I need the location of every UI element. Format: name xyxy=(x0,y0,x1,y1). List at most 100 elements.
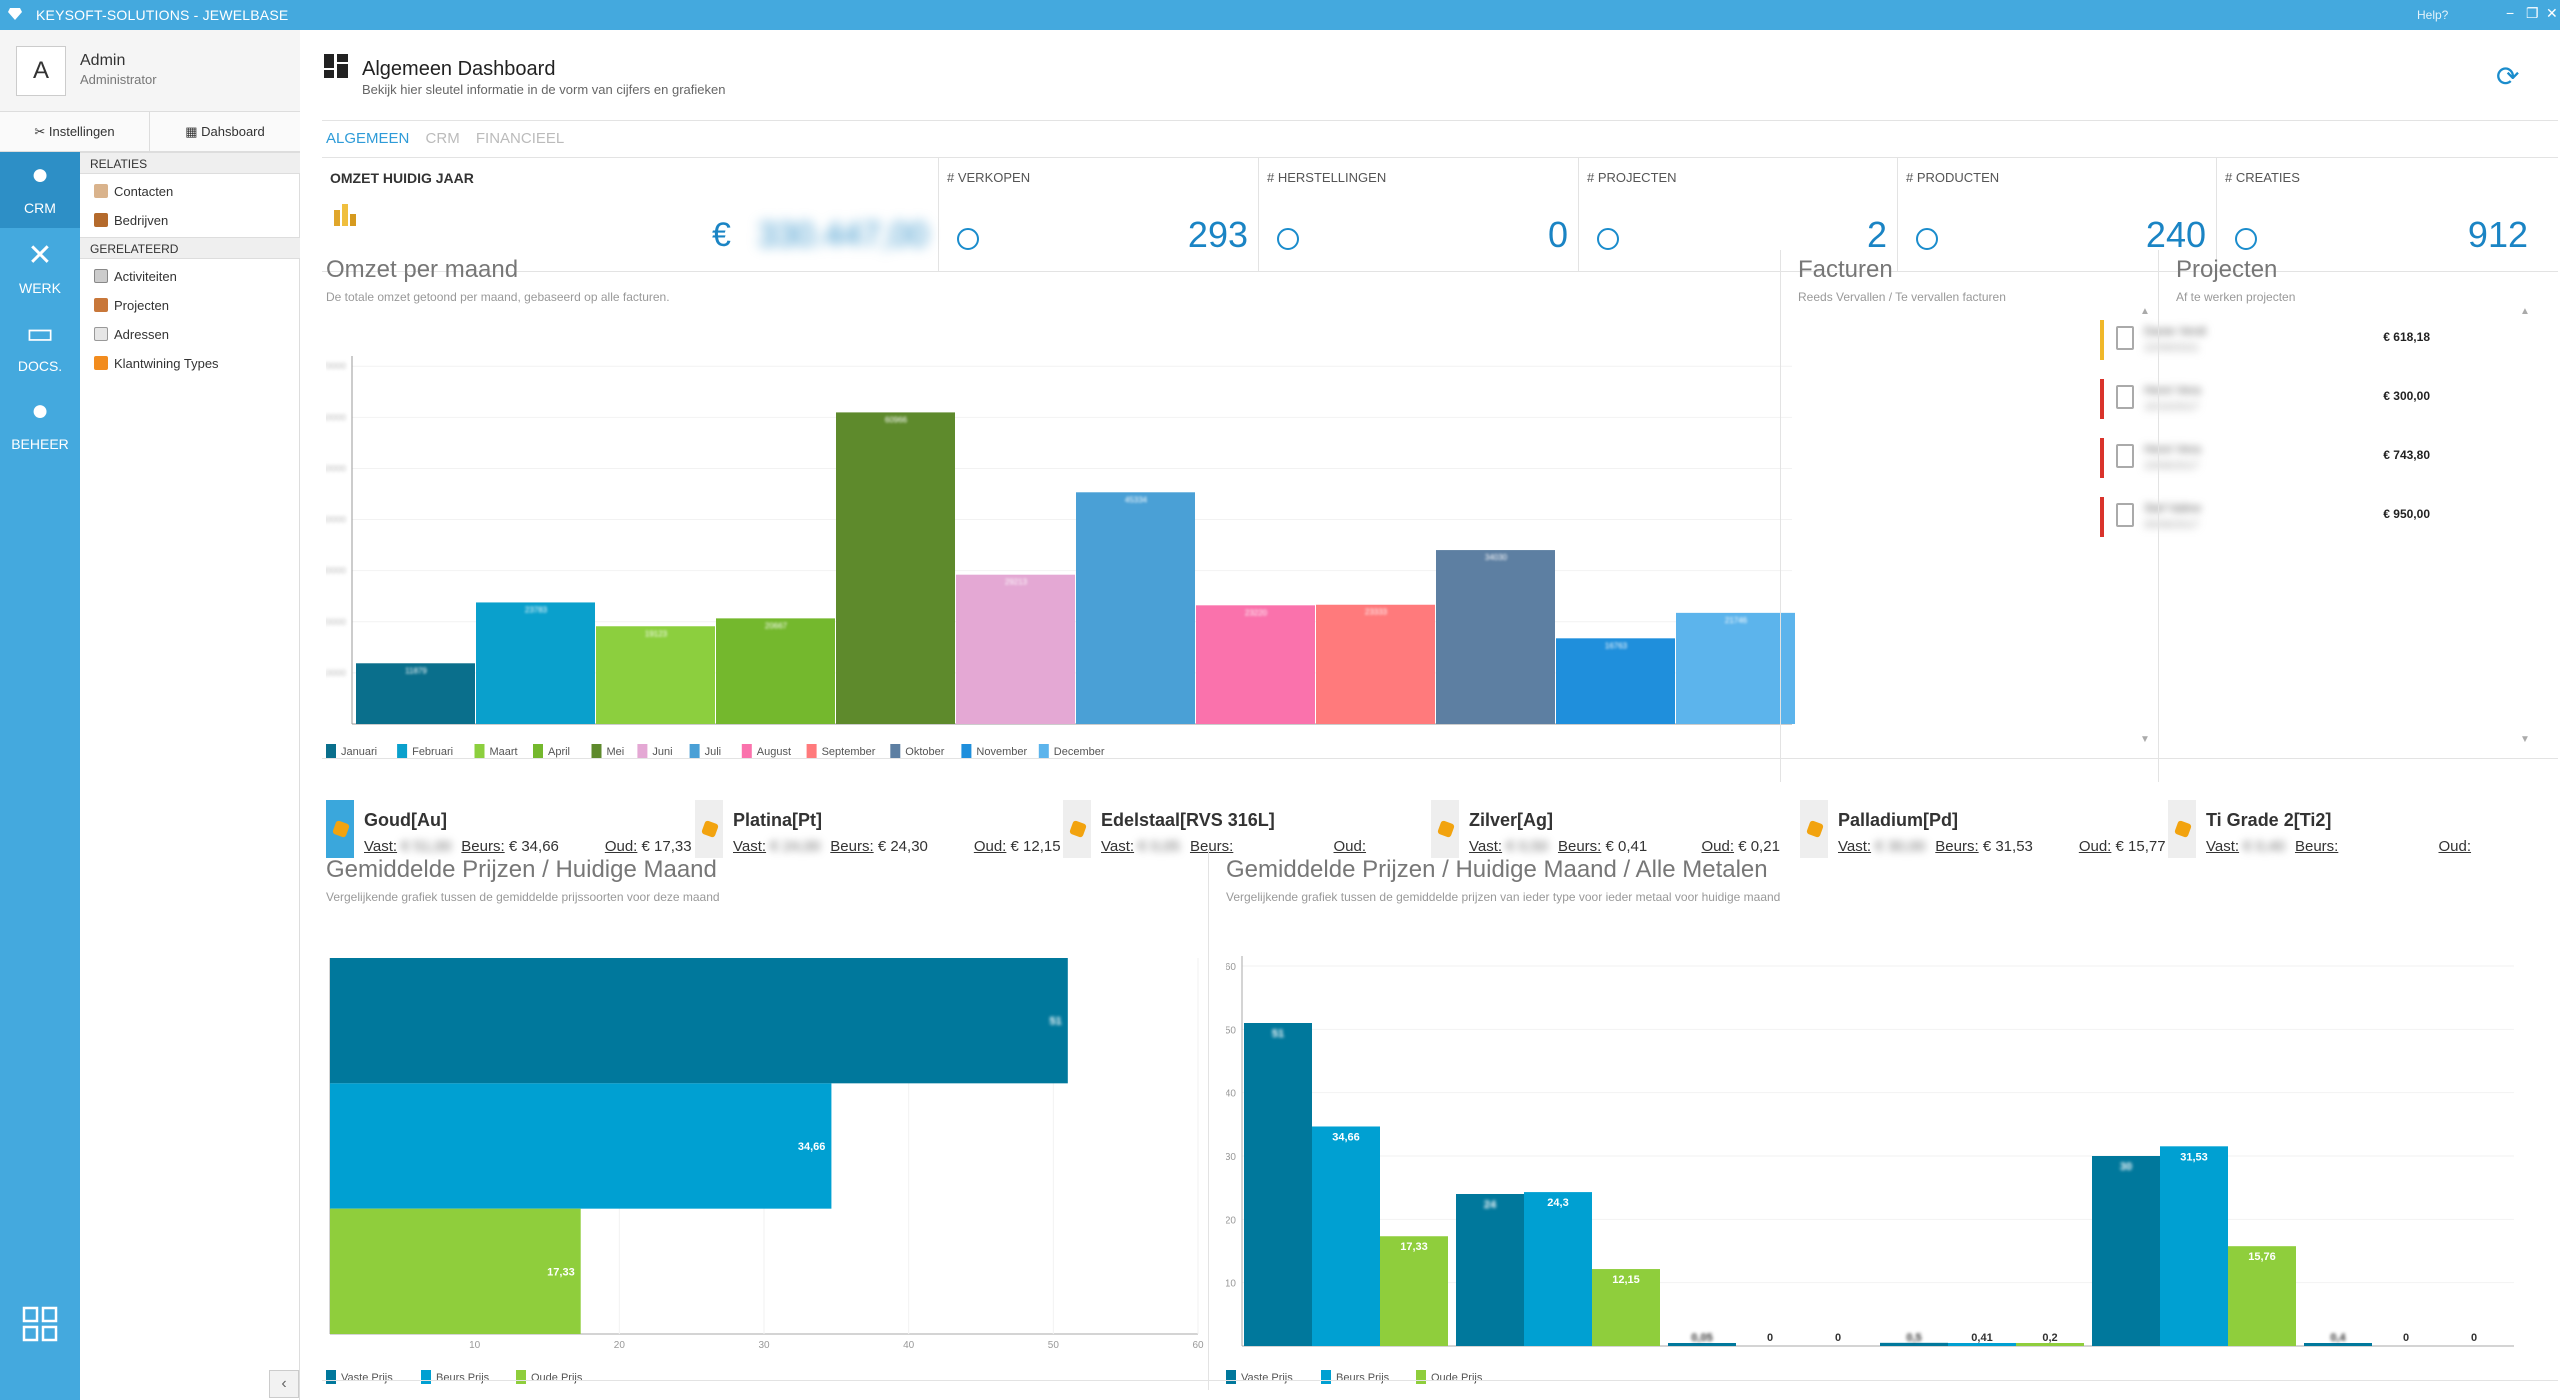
collapse-panel-button[interactable]: ‹ xyxy=(269,1370,299,1398)
y-tick-label: 40 xyxy=(1226,1089,1236,1100)
legend-label: Mei xyxy=(607,746,625,758)
invoice-status-bar xyxy=(2100,438,2104,478)
address-icon xyxy=(94,327,108,341)
beurs-value: € 31,53 xyxy=(1982,838,2033,855)
oud-label: Oud: xyxy=(1701,838,1735,855)
bar-data-label: 16763 xyxy=(1605,641,1628,650)
module-beheer[interactable]: ● BEHEER xyxy=(0,388,80,464)
invoice-row[interactable]: Henri Vera 23/06/2017 € 743,80 xyxy=(2100,438,2440,488)
metal-icon-box[interactable] xyxy=(1800,800,1828,858)
invoice-name: Henri Vera xyxy=(2144,383,2201,397)
bar-palladium-1 xyxy=(2160,1146,2228,1346)
scroll-up-icon[interactable]: ▲ xyxy=(2520,306,2530,317)
bar-januari xyxy=(356,663,475,724)
metal-icon-box[interactable] xyxy=(1063,800,1091,858)
tab-financieel[interactable]: FINANCIEEL xyxy=(475,130,565,147)
invoice-row[interactable]: Henri Vera 15/10/2017 € 300,00 xyxy=(2100,379,2440,429)
nav-item-contacten[interactable]: Contacten xyxy=(94,184,173,199)
bar-data-label: 20667 xyxy=(765,621,788,630)
refresh-icon[interactable]: ⟳ xyxy=(2496,61,2520,92)
bar-februari xyxy=(476,602,595,724)
bar-juni xyxy=(956,574,1075,724)
tab-dashboard[interactable]: ▦ Dahsboard xyxy=(150,112,300,152)
bar-oude-prijs xyxy=(330,1208,581,1334)
oud-value: € 17,33 xyxy=(641,838,692,855)
window-titlebar: KEYSOFT-SOLUTIONS - JEWELBASE Help? − ❐ … xyxy=(0,0,2560,30)
bar-data-label: 23333 xyxy=(1365,608,1388,617)
module-crm[interactable]: ● CRM xyxy=(0,152,80,228)
nav-item-activiteiten[interactable]: Activiteiten xyxy=(94,269,177,284)
stat-label: # PROJECTEN xyxy=(1587,170,1677,185)
nav-item-bedrijven[interactable]: Bedrijven xyxy=(94,213,168,228)
scroll-down-icon[interactable]: ▼ xyxy=(2520,734,2530,745)
all-chart-title: Gemiddelde Prijzen / Huidige Maand / All… xyxy=(1226,856,1768,883)
user-role: Administrator xyxy=(80,72,157,87)
module-werk[interactable]: ✕ WERK xyxy=(0,232,80,308)
bar-zilver-0 xyxy=(1880,1342,1948,1346)
stat-label: # VERKOPEN xyxy=(947,170,1031,185)
module-werk-label: WERK xyxy=(19,280,61,296)
legend-swatch xyxy=(1416,1370,1426,1384)
y-tick-label: 60000 xyxy=(326,412,346,422)
avg-chart-subtitle: Vergelijkende grafiek tussen de gemiddel… xyxy=(326,890,720,904)
y-tick-label: 30000 xyxy=(326,566,346,576)
stat-value: 0 xyxy=(1547,214,1568,255)
bar-data-label: 0 xyxy=(2471,1332,2477,1344)
vast-value: € 0,50 xyxy=(1506,838,1548,855)
nav-item-klantwining-types[interactable]: Klantwining Types xyxy=(94,356,219,371)
nav-item-adressen[interactable]: Adressen xyxy=(94,327,169,342)
invoice-row[interactable]: Danie Verdi 22/09/2021 € 618,18 xyxy=(2100,320,2440,370)
top-tabs: ✂ Instellingen ▦ Dahsboard xyxy=(0,112,300,152)
bar-data-label: 34,66 xyxy=(798,1141,826,1153)
invoice-row[interactable]: Stef Valine 05/06/2017 € 950,00 xyxy=(2100,497,2440,547)
document-icon xyxy=(2116,326,2134,350)
contact-icon xyxy=(94,184,108,198)
bar-goud-1 xyxy=(1312,1126,1380,1346)
avg-chart-title: Gemiddelde Prijzen / Huidige Maand xyxy=(326,856,717,883)
minimize-button[interactable]: − xyxy=(2506,5,2515,21)
avatar[interactable]: A xyxy=(16,46,66,96)
oud-label: Oud: xyxy=(1333,838,1367,855)
apps-grid-icon[interactable] xyxy=(22,1306,58,1342)
help-link[interactable]: Help? xyxy=(2417,8,2449,22)
tab-crm[interactable]: CRM xyxy=(425,130,460,147)
bar-platina-2 xyxy=(1592,1269,1660,1346)
module-docs[interactable]: ▭ DOCS. xyxy=(0,310,80,386)
scroll-down-icon[interactable]: ▼ xyxy=(2140,734,2150,745)
user-name: Admin xyxy=(80,52,126,69)
bar-data-label: 29213 xyxy=(1005,578,1028,587)
projecten-subtitle: Af te werken projecten xyxy=(2176,290,2296,304)
tab-instellingen[interactable]: ✂ Instellingen xyxy=(0,112,150,152)
close-button[interactable]: ✕ xyxy=(2546,5,2558,21)
metal-icon-box[interactable] xyxy=(326,800,354,858)
legend-swatch xyxy=(1321,1370,1331,1384)
bar-december xyxy=(1676,612,1795,724)
y-tick-label: 10 xyxy=(1226,1279,1236,1290)
metal-icon-box[interactable] xyxy=(695,800,723,858)
metal-values: Vast: € 51,00 Beurs: € 34,66 Oud: € 17,33 xyxy=(364,838,692,855)
clock-icon xyxy=(1597,228,1619,250)
nav-section-gerelateerd: GERELATEERD xyxy=(80,237,300,259)
stat-value: 240 xyxy=(2145,214,2206,255)
metal-icon-box[interactable] xyxy=(2168,800,2196,858)
metal-icon-box[interactable] xyxy=(1431,800,1459,858)
legend-label: August xyxy=(757,746,791,758)
legend-label: April xyxy=(548,746,570,758)
page-subtitle: Bekijk hier sleutel informatie in de vor… xyxy=(362,82,726,97)
ingot-icon xyxy=(701,820,719,838)
metal-values: Vast: € 30,00 Beurs: € 31,53 Oud: € 15,77 xyxy=(1838,838,2166,855)
maximize-button[interactable]: ❐ xyxy=(2526,5,2539,21)
bar-data-label: 23220 xyxy=(1245,608,1268,617)
facturen-title: Facturen xyxy=(1798,256,1893,283)
nav-item-projecten[interactable]: Projecten xyxy=(94,298,169,313)
legend-swatch xyxy=(516,1370,526,1384)
legend-label: Beurs Prijs xyxy=(436,1372,490,1384)
divider xyxy=(2158,250,2159,782)
bar-data-label: 23783 xyxy=(525,605,548,614)
tab-algemeen[interactable]: ALGEMEEN xyxy=(326,130,410,147)
legend-swatch xyxy=(890,744,901,758)
oud-label: Oud: xyxy=(973,838,1007,855)
scroll-up-icon[interactable]: ▲ xyxy=(2140,306,2150,317)
bar-oktober xyxy=(1436,550,1555,724)
clock-icon xyxy=(2235,228,2257,250)
